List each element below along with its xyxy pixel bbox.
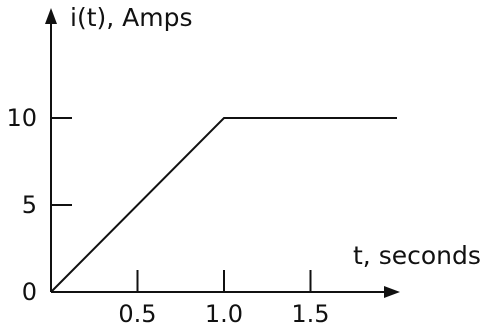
axes: i(t), Amps t, seconds — [45, 3, 481, 298]
series-line — [50, 117, 397, 293]
y-axis-title: i(t), Amps — [70, 3, 193, 32]
x-axis-arrowhead — [384, 286, 400, 298]
y-axis-arrowhead — [45, 8, 57, 24]
y-tick-label: 10 — [6, 104, 37, 132]
y-tick-label: 0 — [22, 278, 37, 306]
x-axis-title: t, seconds — [353, 241, 481, 270]
x-tick-label: 1.0 — [205, 300, 243, 328]
ticks: 0.5 1.0 1.5 0 5 10 — [6, 104, 329, 328]
x-tick-label: 0.5 — [118, 300, 156, 328]
x-tick-label: 1.5 — [291, 300, 329, 328]
plot-area — [50, 117, 397, 293]
y-tick-label: 5 — [22, 191, 37, 219]
